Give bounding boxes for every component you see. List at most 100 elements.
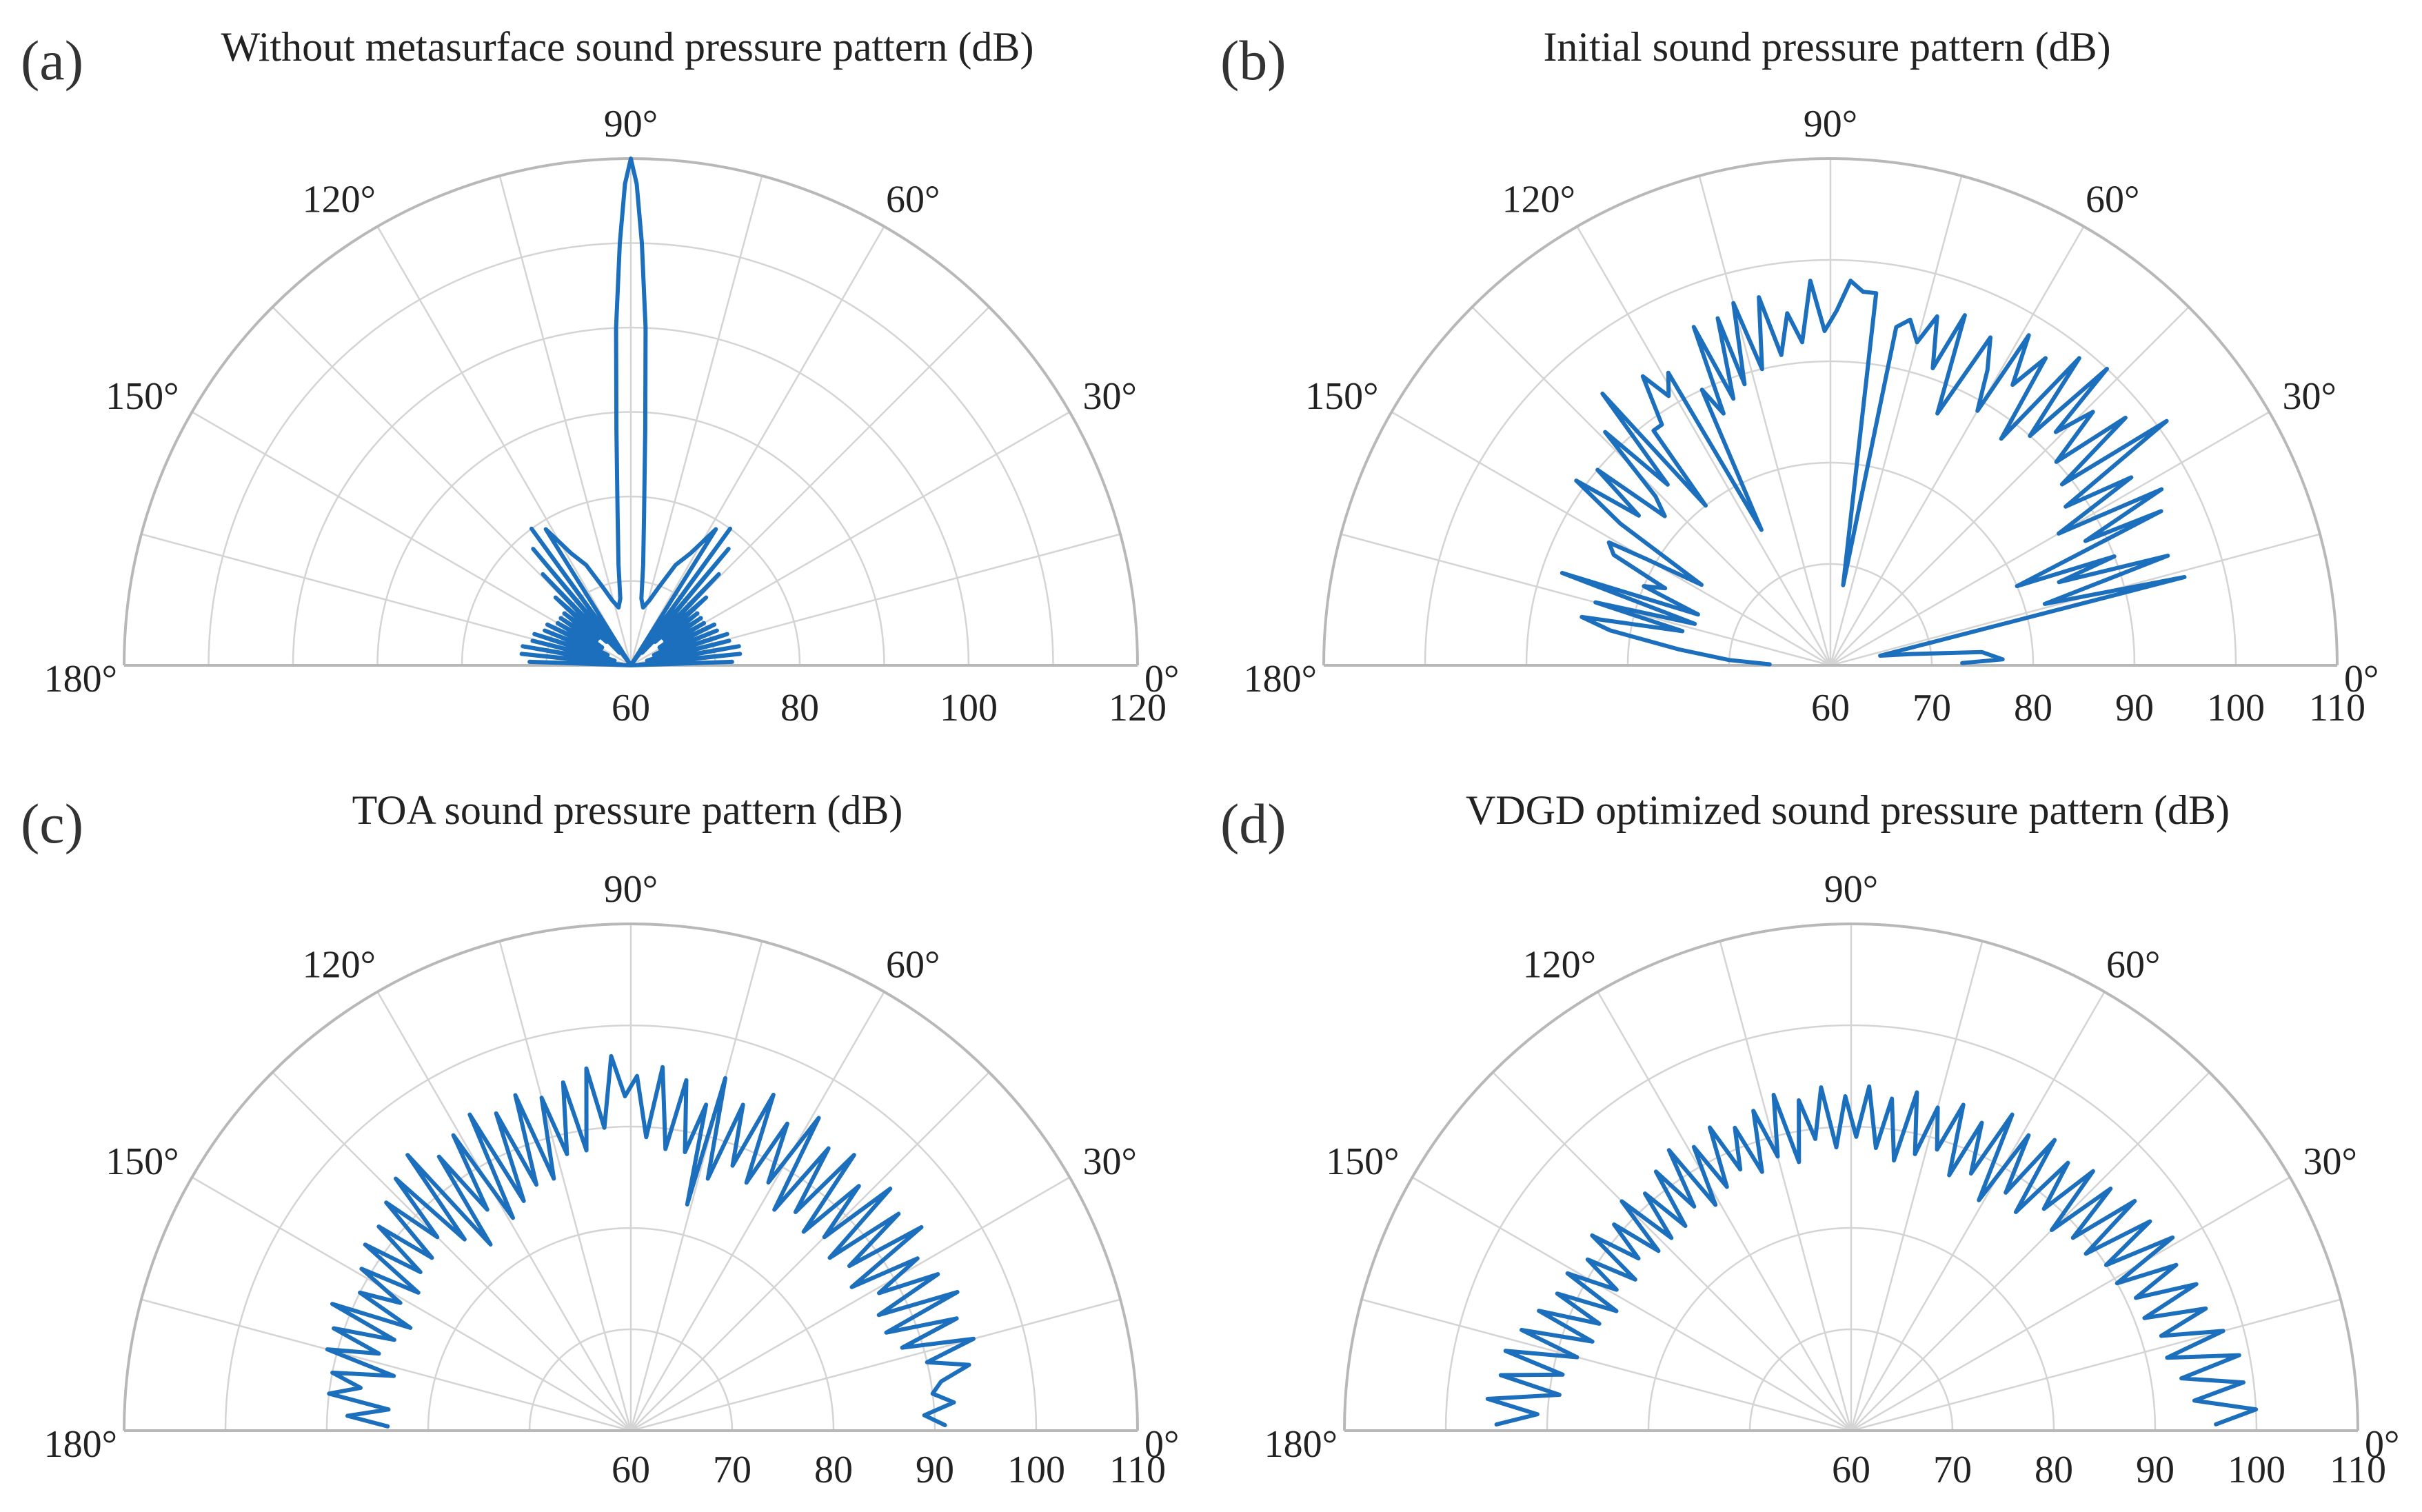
outer-boundary — [1343, 923, 2359, 1431]
ring-gridline — [292, 326, 970, 666]
theta-tick-label: 0° — [2365, 1423, 2399, 1466]
spoke-gridline — [376, 991, 632, 1431]
theta-tick-label: 180° — [1244, 658, 1317, 700]
ring-gridline — [1748, 1328, 1954, 1431]
theta-tick-label: 180° — [44, 1423, 117, 1466]
r-tick-label: 60 — [612, 687, 650, 729]
spoke-gridline — [272, 1071, 632, 1431]
panel-title: VDGD optimized sound pressure pattern (d… — [1466, 787, 2230, 833]
spoke-gridline — [1829, 175, 1963, 666]
theta-tick-label: 0° — [1144, 1423, 1179, 1466]
ring-gridline — [224, 1024, 1038, 1431]
panel-label: (a) — [21, 29, 83, 92]
ring-gridline — [208, 242, 1054, 666]
polar-plot-a: 0° 30° 60° 90° 120° 150° 180° 60 80 100 120 — [44, 103, 1180, 729]
theta-tick-label: 150° — [1326, 1140, 1399, 1183]
theta-tick-label: 60° — [2086, 179, 2139, 221]
spoke-gridline — [630, 1176, 1071, 1432]
r-tick-label: 100 — [940, 687, 998, 729]
spoke-gridline — [191, 1176, 632, 1432]
ring-gridline — [1626, 461, 2035, 666]
spoke-gridline — [1850, 1071, 2210, 1431]
spoke-gridline — [1830, 411, 2270, 667]
spoke-gridline — [1411, 1176, 1852, 1432]
pressure-series-line — [519, 157, 743, 667]
r-tick-label: 60 — [1832, 1449, 1870, 1491]
polar-plot-c: 0° 30° 60° 90° 120° 150° 180° 60 70 80 90 100 110 — [44, 868, 1180, 1491]
panel-label: (c) — [21, 792, 83, 855]
theta-tick-label: 0° — [2344, 658, 2379, 700]
ring-gridline — [427, 1227, 835, 1431]
theta-tick-label: 60° — [886, 179, 940, 221]
r-tick-label: 70 — [1933, 1449, 1972, 1491]
spoke-gridline — [1829, 225, 2085, 666]
panel-title: Without metasurface sound pressure patte… — [221, 24, 1034, 70]
theta-tick-label: 30° — [2282, 375, 2336, 418]
theta-tick-label: 90° — [1824, 868, 1878, 911]
ring-gridline — [461, 495, 801, 666]
r-tick-label: 70 — [713, 1449, 751, 1491]
r-tick-label: 110 — [2309, 687, 2365, 729]
panel-d: (d) VDGD optimized sound pressure patter… — [1220, 787, 2399, 1491]
r-tick-label: 70 — [1913, 687, 1951, 729]
spoke-gridline — [1850, 1176, 2291, 1432]
panel-title: Initial sound pressure pattern (dB) — [1543, 24, 2110, 70]
theta-tick-label: 120° — [1523, 944, 1596, 987]
theta-tick-label: 30° — [2303, 1140, 2357, 1183]
spoke-gridline — [629, 991, 885, 1431]
theta-tick-label: 30° — [1082, 1140, 1136, 1183]
panel-label: (d) — [1220, 792, 1286, 855]
spoke-gridline — [1361, 1298, 1852, 1432]
r-tick-label: 110 — [1109, 1449, 1166, 1491]
theta-tick-label: 90° — [604, 103, 658, 145]
r-tick-label: 80 — [2035, 1449, 2073, 1491]
r-tick-label: 100 — [1007, 1449, 1065, 1491]
r-tick-label: 80 — [814, 1449, 853, 1491]
panel-title: TOA sound pressure pattern (dB) — [352, 787, 903, 833]
panel-a: (a) Without metasurface sound pressure p… — [21, 24, 1179, 729]
spoke-gridline — [1719, 940, 1853, 1431]
theta-tick-label: 0° — [1144, 658, 1179, 700]
r-tick-label: 90 — [2115, 687, 2154, 729]
theta-tick-label: 30° — [1082, 375, 1136, 418]
ring-gridline — [1647, 1227, 2055, 1431]
panel-b: (b) Initial sound pressure pattern (dB) … — [1220, 24, 2379, 729]
r-tick-label: 60 — [1811, 687, 1850, 729]
spoke-gridline — [1492, 1071, 1852, 1431]
theta-tick-label: 180° — [1264, 1423, 1338, 1466]
r-tick-label: 80 — [780, 687, 819, 729]
panel-c: (c) TOA sound pressure pattern (dB) 0° 30… — [21, 787, 1179, 1491]
theta-tick-label: 90° — [1804, 103, 1857, 145]
panel-label: (b) — [1220, 29, 1286, 92]
theta-tick-label: 60° — [2106, 944, 2160, 987]
spoke-gridline — [629, 940, 763, 1431]
r-tick-label: 60 — [612, 1449, 650, 1491]
theta-tick-label: 180° — [44, 658, 117, 700]
spoke-gridline — [141, 1298, 632, 1432]
spoke-gridline — [1698, 175, 1832, 666]
spoke-gridline — [498, 940, 632, 1431]
r-tick-label: 120 — [1109, 687, 1167, 729]
r-tick-label: 90 — [2136, 1449, 2174, 1491]
theta-tick-label: 60° — [886, 944, 940, 987]
theta-tick-label: 120° — [1502, 179, 1575, 221]
outer-boundary — [123, 923, 1139, 1431]
spoke-gridline — [1850, 991, 2106, 1431]
ring-gridline — [376, 411, 885, 666]
spoke-gridline — [1850, 940, 1984, 1431]
pressure-series-line — [1485, 1084, 2259, 1427]
spoke-gridline — [630, 1298, 1121, 1432]
polar-plot-d: 0° 30° 60° 90° 120° 150° 180° 60 70 80 90 100 110 — [1264, 868, 2400, 1491]
ring-gridline — [528, 1328, 734, 1431]
spoke-gridline — [1391, 411, 1831, 667]
theta-tick-label: 90° — [604, 868, 658, 911]
r-tick-label: 110 — [2330, 1449, 2386, 1491]
pressure-series-line — [1560, 279, 2187, 667]
polar-plot-b: 0° 30° 60° 90° 120° 150° 180° 60 70 80 90 100 110 — [1244, 103, 2379, 729]
theta-tick-label: 120° — [303, 944, 376, 987]
spoke-gridline — [1340, 533, 1831, 667]
spoke-gridline — [630, 1071, 990, 1431]
r-tick-label: 80 — [2014, 687, 2052, 729]
spoke-gridline — [1830, 306, 2190, 666]
